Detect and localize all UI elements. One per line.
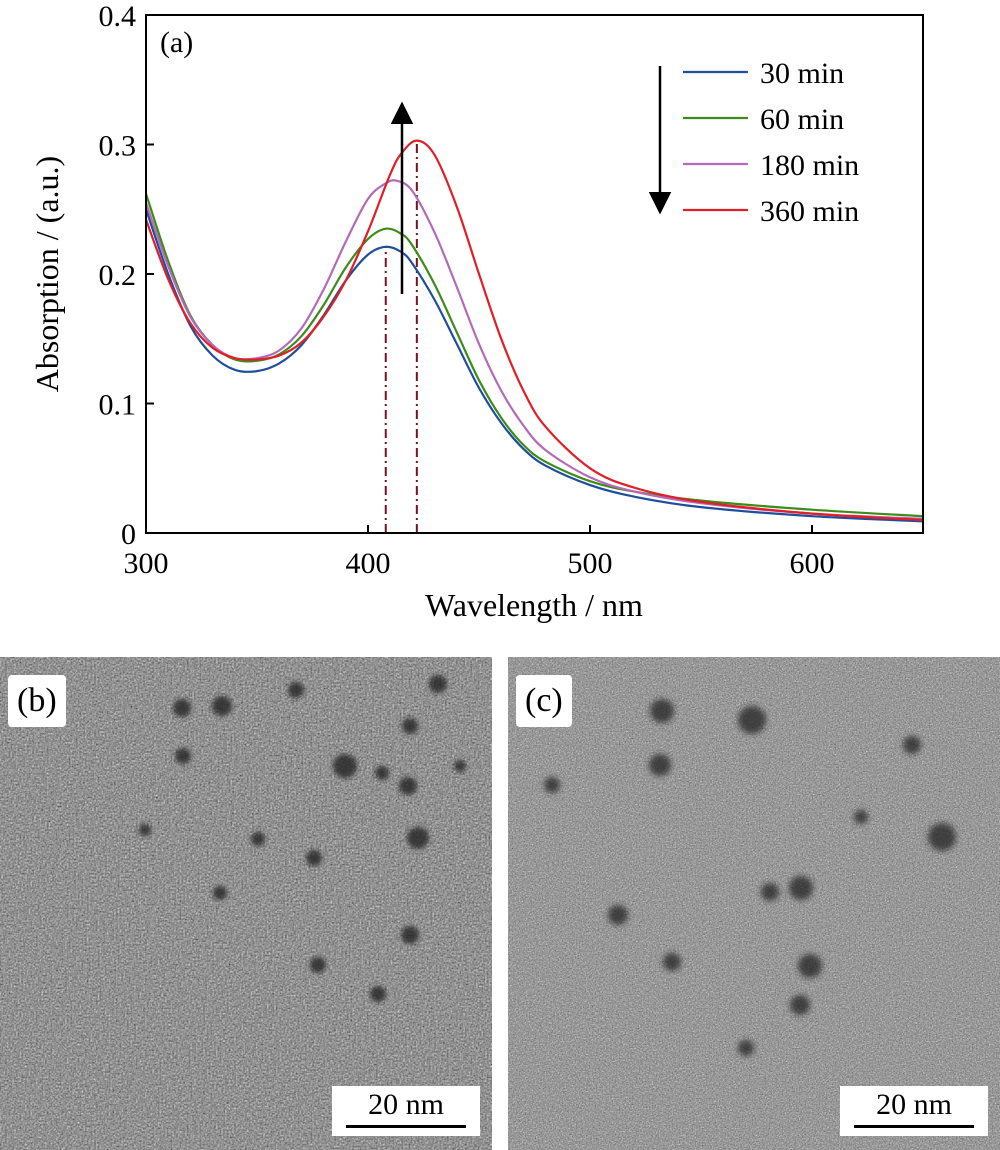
panel-label-c: (c) <box>516 675 572 727</box>
series-line <box>146 193 923 518</box>
panel-label-a: (a) <box>160 26 193 59</box>
nanoparticle <box>761 883 779 901</box>
y-axis-label: Absorption / (a.u.) <box>29 156 65 392</box>
nanoparticle <box>175 748 191 764</box>
nanoparticle <box>407 827 429 849</box>
series-line <box>146 139 923 522</box>
nanoparticle <box>738 1040 754 1056</box>
nanoparticle <box>903 736 921 754</box>
nanoparticle <box>401 926 419 944</box>
nanoparticle <box>650 699 674 723</box>
nanoparticle <box>738 706 766 734</box>
series-line <box>146 208 923 523</box>
nanoparticle <box>928 823 956 851</box>
legend-label: 60 min <box>760 103 844 136</box>
nanoparticle <box>790 995 810 1015</box>
y-tick-label: 0.4 <box>99 0 137 33</box>
legend: 30 min 60 min 180 min 360 min <box>683 57 859 228</box>
scale-bar-label-c: 20 nm <box>876 1088 952 1121</box>
legend-label: 360 min <box>760 195 859 228</box>
tem-micrograph-b <box>0 657 492 1150</box>
nanoparticle <box>306 850 322 866</box>
nanoparticle <box>213 886 227 900</box>
absorption-chart: 0 0.1 0.2 0.3 0.4 300 400 500 600 (a) 30 min 60 … <box>29 0 924 623</box>
nanoparticle <box>798 954 822 978</box>
x-tick-label: 500 <box>568 547 613 580</box>
nanoparticle <box>375 766 389 780</box>
nanoparticle <box>854 810 868 824</box>
nanoparticle <box>310 957 326 973</box>
nanoparticle <box>649 754 671 776</box>
scale-bar-line-c <box>854 1125 974 1128</box>
panel-label-b: (b) <box>8 675 66 727</box>
nanoparticle <box>333 754 357 778</box>
scale-bar-b: 20 nm <box>332 1086 480 1136</box>
nanoparticle <box>429 675 447 693</box>
x-tick-label: 400 <box>346 547 391 580</box>
y-tick-label: 0.2 <box>99 259 137 292</box>
scale-bar-label-b: 20 nm <box>368 1088 444 1121</box>
nanoparticle <box>251 832 265 846</box>
tem-image-c: (c) 20 nm <box>508 657 1000 1150</box>
nanoparticle <box>173 699 191 717</box>
nanoparticle <box>288 682 304 698</box>
scale-bar-c: 20 nm <box>840 1086 988 1136</box>
x-tick-label: 600 <box>790 547 835 580</box>
nanoparticle <box>663 953 681 971</box>
peak-marker-lines <box>384 140 418 533</box>
nanoparticle <box>402 718 418 734</box>
tem-micrograph-c <box>508 657 1000 1150</box>
x-tick-label: 300 <box>124 547 169 580</box>
nanoparticle <box>370 986 386 1002</box>
nanoparticle <box>139 824 151 836</box>
legend-label: 30 min <box>760 57 844 90</box>
nanoparticle <box>789 876 813 900</box>
nanoparticle <box>544 777 560 793</box>
nanoparticle <box>454 760 466 772</box>
y-tick-label: 0.3 <box>99 130 137 163</box>
nanoparticle <box>399 777 417 795</box>
nanoparticle <box>608 905 628 925</box>
legend-label: 180 min <box>760 149 859 182</box>
x-axis: 300 400 500 600 <box>124 525 835 580</box>
series-line <box>146 179 923 520</box>
x-axis-label: Wavelength / nm <box>425 587 643 623</box>
data-series <box>146 139 923 523</box>
plot-frame <box>145 14 924 534</box>
scale-bar-line-b <box>346 1125 466 1128</box>
y-axis: 0 0.1 0.2 0.3 0.4 <box>99 0 154 551</box>
y-tick-label: 0.1 <box>99 389 137 422</box>
y-tick-label: 0 <box>121 518 136 551</box>
nanoparticle <box>212 696 232 716</box>
tem-image-b: (b) 20 nm <box>0 657 492 1150</box>
